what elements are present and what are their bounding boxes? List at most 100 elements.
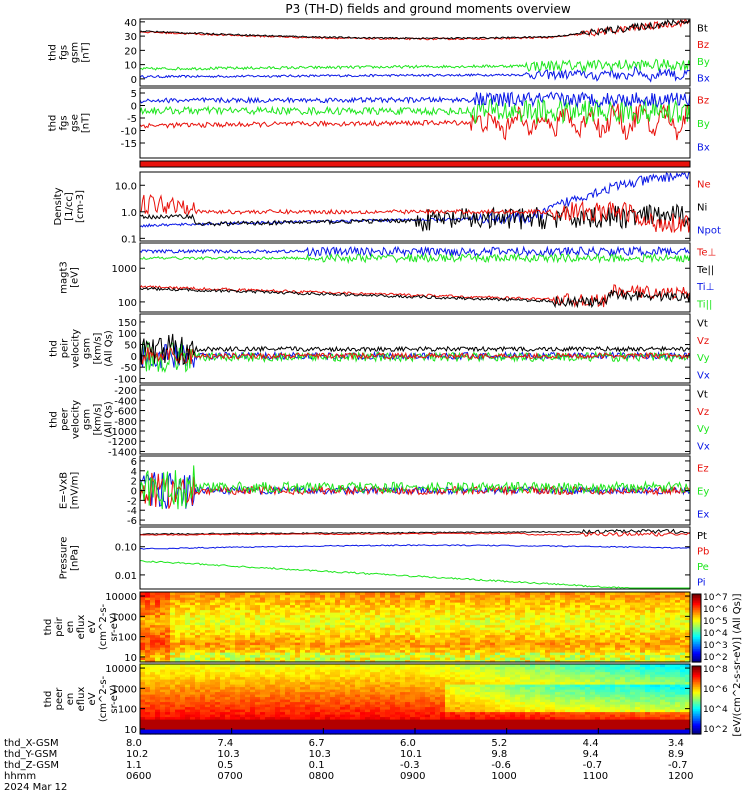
spectrogram-cell (150, 647, 156, 651)
spectrogram-cell (310, 657, 316, 661)
spectrogram-cell (200, 666, 206, 670)
spectrogram-cell (560, 597, 566, 601)
spectrogram-cell (635, 614, 641, 618)
spectrogram-cell (345, 699, 351, 703)
spectrogram-cell (230, 681, 236, 685)
spectrogram-cell (335, 686, 341, 690)
spectrogram-cell (370, 716, 376, 720)
spectrogram-cell (185, 694, 191, 698)
spectrogram-cell (340, 607, 346, 611)
spectrogram-cell (610, 632, 616, 636)
spectrogram-cell (345, 617, 351, 621)
spectrogram-cell (455, 607, 461, 611)
spectrogram-cell (670, 619, 676, 623)
spectrogram-cell (585, 594, 591, 598)
spectrogram-cell (495, 632, 501, 636)
spectrogram-cell (215, 679, 221, 683)
spectrogram-cell (290, 711, 296, 715)
spectrogram-cell (260, 714, 266, 718)
spectrogram-cell (220, 689, 226, 693)
spectrogram-cell (335, 681, 341, 685)
spectrogram-cell (350, 686, 356, 690)
spectrogram-cell (195, 669, 201, 673)
spectrogram-cell (620, 607, 626, 611)
spectrogram-cell (205, 604, 211, 608)
spectrogram-cell (410, 689, 416, 693)
spectrogram-cell (260, 706, 266, 710)
spectrogram-cell (240, 716, 246, 720)
spectrogram-cell (240, 671, 246, 675)
spectrogram-cell (175, 679, 181, 683)
y-axis-label: fgs (59, 115, 70, 130)
spectrogram-cell (240, 664, 246, 668)
spectrogram-cell (470, 659, 476, 663)
spectrogram-cell (530, 657, 536, 661)
legend-pi: Pi (697, 577, 706, 588)
spectrogram-cell (680, 654, 686, 658)
spectrogram-cell (185, 612, 191, 616)
spectrogram-cell (385, 699, 391, 703)
spectrogram-cell (485, 644, 491, 648)
spectrogram-cell (545, 594, 551, 598)
spectrogram-cell (420, 624, 426, 628)
spectrogram-cell (170, 679, 176, 683)
spectrogram-cell (535, 632, 541, 636)
spectrogram-cell (500, 629, 506, 633)
spectrogram-cell (145, 639, 151, 643)
spectrogram-cell (195, 711, 201, 715)
spectrogram-cell (465, 597, 471, 601)
spectrogram-cell (620, 597, 626, 601)
spectrogram-cell (380, 671, 386, 675)
spectrogram-cell (230, 609, 236, 613)
spectrogram-cell (290, 691, 296, 695)
spectrogram-cell (235, 599, 241, 603)
spectrogram-cell (170, 609, 176, 613)
spectrogram-cell (140, 711, 146, 715)
spectrogram-cell (650, 624, 656, 628)
spectrogram-cell (310, 652, 316, 656)
spectrogram-cell (390, 654, 396, 658)
spectrogram-cell (345, 614, 351, 618)
spectrogram-cell (440, 659, 446, 663)
spectrogram-cell (240, 627, 246, 631)
spectrogram-cell (645, 594, 651, 598)
spectrogram-cell (215, 657, 221, 661)
spectrogram-cell (300, 684, 306, 688)
spectrogram-cell (685, 627, 691, 631)
y-axis-label: [nT] (81, 113, 92, 133)
spectrogram-cell (305, 726, 311, 730)
spectrogram-cell (395, 592, 401, 596)
spectrogram-cell (285, 671, 291, 675)
spectrogram-cell (195, 654, 201, 658)
spectrogram-cell (415, 681, 421, 685)
spectrogram-cell (265, 614, 271, 618)
spectrogram-cell (320, 681, 326, 685)
spectrogram-cell (360, 619, 366, 623)
spectrogram-cell (390, 599, 396, 603)
spectrogram-cell (250, 694, 256, 698)
spectrogram-cell (550, 622, 556, 626)
spectrogram-cell (180, 632, 186, 636)
spectrogram-cell (170, 699, 176, 703)
spectrogram-cell (360, 649, 366, 653)
spectrogram-cell (400, 701, 406, 705)
spectrogram-cell (145, 686, 151, 690)
spectrogram-cell (235, 674, 241, 678)
spectrogram-cell (615, 637, 621, 641)
spectrogram-cell (400, 592, 406, 596)
spectrogram-cell (675, 649, 681, 653)
spectrogram-cell (150, 609, 156, 613)
spectrogram-cell (345, 597, 351, 601)
spectrogram-cell (450, 647, 456, 651)
spectrogram-cell (320, 689, 326, 693)
spectrogram-cell (360, 609, 366, 613)
spectrogram-cell (230, 689, 236, 693)
spectrogram-cell (325, 726, 331, 730)
panel-frame (139, 384, 691, 455)
spectrogram-cell (335, 614, 341, 618)
spectrogram-cell (290, 622, 296, 626)
spectrogram-cell (410, 731, 416, 735)
spectrogram-cell (180, 711, 186, 715)
spectrogram-cell (575, 649, 581, 653)
spectrogram-cell (210, 666, 216, 670)
